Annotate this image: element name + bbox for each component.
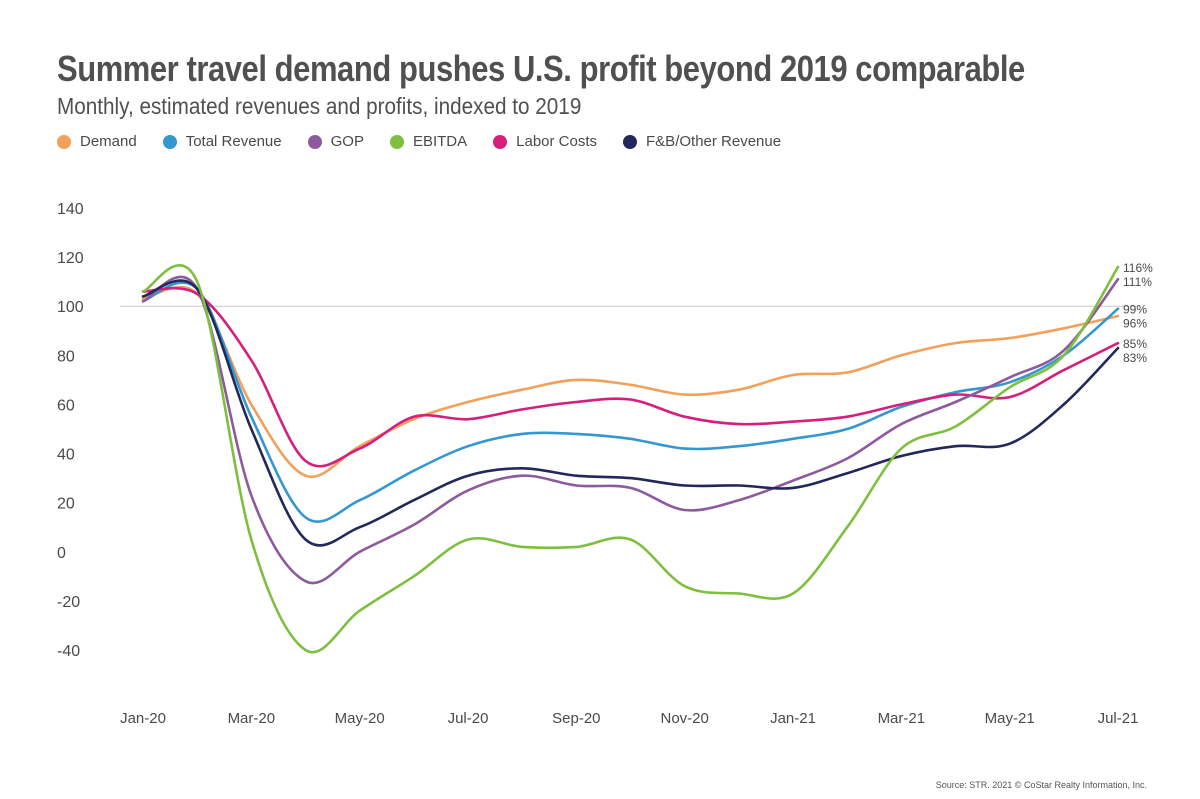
- y-tick-label: 20: [57, 496, 75, 513]
- legend-swatch-icon: [57, 134, 71, 149]
- legend-swatch-icon: [162, 134, 177, 149]
- end-label-gop: 111%: [1123, 275, 1152, 289]
- legend-label: GOP: [330, 133, 364, 150]
- source-note: Source: STR. 2021 © CoStar Realty Inform…: [935, 780, 1147, 790]
- end-label-labor-costs: 85%: [1123, 337, 1147, 351]
- series-line-total-revenue: [141, 281, 1120, 524]
- x-tick-label: Sep-20: [552, 710, 600, 727]
- x-tick-label: Jul-21: [1098, 710, 1139, 727]
- y-tick-label: 120: [57, 250, 84, 267]
- end-label-f-b-other-revenue: 83%: [1123, 351, 1147, 365]
- y-tick-label: -40: [57, 643, 80, 660]
- y-tick-label: 60: [57, 397, 75, 414]
- x-tick-label: May-20: [335, 710, 385, 727]
- end-label-total-revenue: 99%: [1123, 303, 1147, 317]
- legend-item-f-b-other-revenue: F&B/Other Revenue: [623, 133, 781, 150]
- chart-legend: Demand Total Revenue GOP EBITDA Labor Costs F…: [57, 133, 807, 150]
- legend-item-total-revenue: Total Revenue: [162, 133, 282, 150]
- legend-label: Total Revenue: [185, 133, 282, 150]
- x-tick-label: Mar-21: [878, 710, 926, 727]
- legend-swatch-icon: [389, 134, 404, 149]
- legend-label: F&B/Other Revenue: [646, 133, 782, 150]
- legend-label: Labor Costs: [516, 133, 598, 150]
- end-label-demand: 96%: [1123, 317, 1147, 331]
- series-line-f-b-other-revenue: [141, 279, 1120, 547]
- legend-swatch-icon: [307, 134, 322, 149]
- y-tick-label: 80: [57, 348, 75, 365]
- end-label-ebitda: 116%: [1123, 261, 1153, 275]
- legend-item-gop: GOP: [307, 133, 364, 150]
- legend-swatch-icon: [493, 134, 508, 149]
- x-tick-label: Jan-21: [770, 710, 816, 727]
- series-line-demand: [141, 285, 1120, 479]
- legend-label: EBITDA: [412, 133, 468, 150]
- series-line-labor-costs: [141, 286, 1120, 468]
- y-tick-label: 40: [57, 447, 75, 464]
- y-tick-label: 140: [57, 201, 84, 218]
- y-tick-label: -20: [57, 594, 80, 611]
- chart-title: Summer travel demand pushes U.S. profit …: [57, 48, 1025, 89]
- x-tick-label: Jan-20: [120, 710, 166, 727]
- x-tick-label: Nov-20: [660, 710, 708, 727]
- series-line-ebitda: [141, 264, 1120, 654]
- legend-swatch-icon: [623, 134, 638, 149]
- series-line-gop: [141, 275, 1120, 585]
- x-tick-label: Mar-20: [228, 710, 276, 727]
- legend-label: Demand: [80, 133, 137, 150]
- legend-item-ebitda: EBITDA: [389, 133, 468, 150]
- y-tick-label: 100: [57, 299, 84, 316]
- legend-item-labor-costs: Labor Costs: [493, 133, 597, 150]
- x-tick-label: May-21: [985, 710, 1035, 727]
- y-tick-label: 0: [57, 545, 66, 562]
- legend-item-demand: Demand: [57, 133, 137, 150]
- chart-subtitle: Monthly, estimated revenues and profits,…: [57, 93, 582, 119]
- x-tick-label: Jul-20: [448, 710, 489, 727]
